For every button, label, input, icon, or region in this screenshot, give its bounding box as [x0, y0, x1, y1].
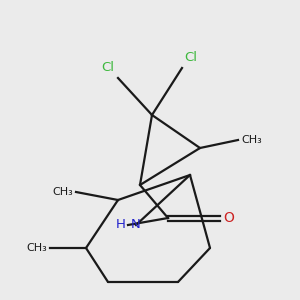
Text: CH₃: CH₃: [26, 243, 47, 253]
Text: Cl: Cl: [184, 51, 197, 64]
Text: H: H: [116, 218, 126, 232]
Text: N: N: [131, 218, 141, 232]
Text: CH₃: CH₃: [241, 135, 262, 145]
Text: O: O: [223, 211, 234, 225]
Text: Cl: Cl: [101, 61, 114, 74]
Text: CH₃: CH₃: [52, 187, 73, 197]
